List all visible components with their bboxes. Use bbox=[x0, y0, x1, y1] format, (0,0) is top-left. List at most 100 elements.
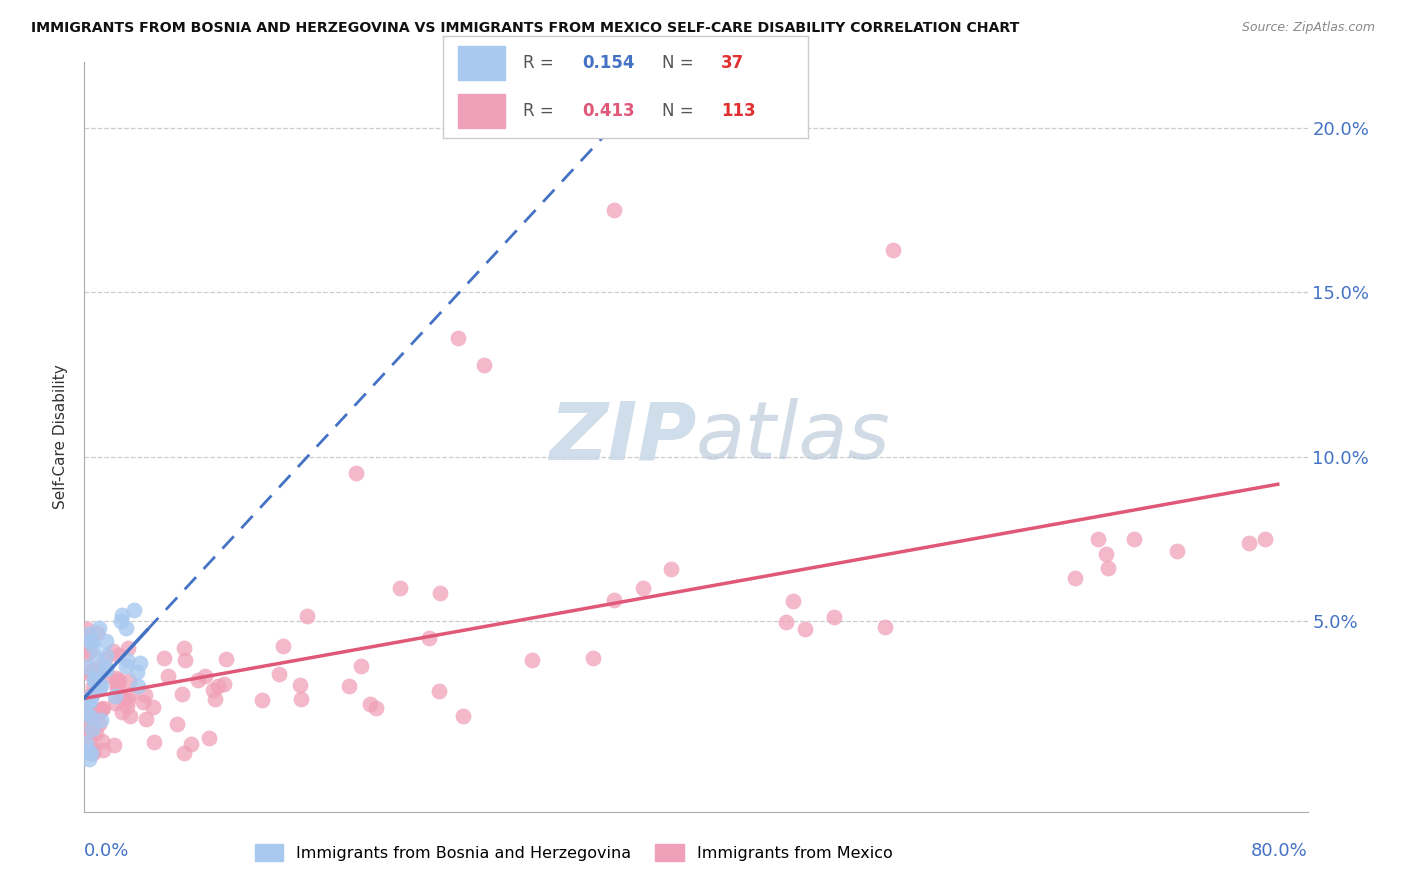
Point bbox=[76, 700, 98, 714]
Point bbox=[174, 653, 197, 667]
Point bbox=[173, 746, 195, 760]
Point bbox=[77, 752, 100, 766]
Point bbox=[180, 737, 202, 751]
Point bbox=[472, 358, 495, 372]
Point bbox=[75, 736, 97, 750]
Point bbox=[794, 622, 817, 636]
Point bbox=[288, 678, 311, 692]
Point bbox=[388, 581, 411, 595]
Point bbox=[79, 694, 101, 708]
Point bbox=[77, 744, 100, 758]
Point bbox=[75, 706, 97, 720]
Point bbox=[80, 633, 103, 648]
Point bbox=[79, 736, 101, 750]
Point bbox=[451, 709, 474, 723]
Point bbox=[103, 738, 125, 752]
Point bbox=[350, 659, 373, 673]
Point bbox=[873, 620, 896, 634]
Point bbox=[115, 621, 138, 635]
Point bbox=[76, 694, 98, 708]
Point bbox=[198, 731, 221, 746]
Point bbox=[152, 651, 174, 665]
Point bbox=[202, 682, 225, 697]
Point bbox=[823, 609, 845, 624]
Point bbox=[135, 712, 157, 726]
Point bbox=[90, 702, 112, 716]
Point bbox=[125, 665, 148, 680]
Point bbox=[94, 633, 117, 648]
Point bbox=[882, 243, 904, 257]
Point bbox=[80, 707, 103, 722]
Point bbox=[132, 695, 155, 709]
Text: N =: N = bbox=[662, 54, 699, 72]
Text: 37: 37 bbox=[721, 54, 744, 72]
Bar bbox=[457, 95, 505, 128]
Point bbox=[91, 743, 114, 757]
Point bbox=[359, 697, 381, 711]
Text: IMMIGRANTS FROM BOSNIA AND HERZEGOVINA VS IMMIGRANTS FROM MEXICO SELF-CARE DISAB: IMMIGRANTS FROM BOSNIA AND HERZEGOVINA V… bbox=[31, 21, 1019, 35]
Point bbox=[127, 679, 149, 693]
Point bbox=[337, 679, 360, 693]
Point bbox=[1122, 532, 1144, 546]
Point bbox=[364, 700, 387, 714]
Point bbox=[108, 673, 131, 688]
Point bbox=[86, 626, 108, 640]
Point bbox=[1094, 547, 1116, 561]
Point bbox=[90, 702, 112, 716]
Point bbox=[82, 679, 104, 693]
Point bbox=[166, 717, 188, 731]
Point bbox=[80, 746, 103, 760]
Point bbox=[659, 562, 682, 576]
Point bbox=[1063, 571, 1085, 585]
Point bbox=[79, 634, 101, 648]
Point bbox=[80, 746, 103, 760]
Text: 0.0%: 0.0% bbox=[84, 842, 129, 860]
Point bbox=[212, 677, 235, 691]
Point bbox=[204, 692, 226, 706]
Point bbox=[79, 709, 101, 723]
Point bbox=[782, 593, 804, 607]
Point bbox=[75, 660, 97, 674]
Point bbox=[1087, 532, 1109, 546]
Point bbox=[79, 644, 101, 658]
Point bbox=[82, 711, 104, 725]
Point bbox=[194, 669, 217, 683]
Point bbox=[115, 699, 138, 714]
Point bbox=[77, 631, 100, 645]
Point bbox=[207, 679, 229, 693]
Point bbox=[86, 678, 108, 692]
Point bbox=[297, 609, 319, 624]
Point bbox=[215, 652, 238, 666]
Text: 0.154: 0.154 bbox=[582, 54, 634, 72]
Point bbox=[97, 669, 120, 683]
Point bbox=[77, 689, 100, 703]
Point bbox=[82, 688, 104, 702]
Point bbox=[82, 746, 104, 760]
Point bbox=[110, 614, 132, 628]
Point bbox=[79, 664, 101, 678]
Point bbox=[91, 701, 114, 715]
Point bbox=[89, 621, 111, 635]
Point bbox=[75, 648, 97, 662]
Text: N =: N = bbox=[662, 102, 699, 120]
Point bbox=[603, 593, 626, 607]
Point bbox=[87, 716, 110, 731]
Point bbox=[94, 661, 117, 675]
Point bbox=[118, 673, 141, 688]
Point bbox=[86, 650, 108, 665]
Point bbox=[105, 679, 128, 693]
Point bbox=[129, 657, 152, 671]
Point bbox=[83, 672, 105, 686]
Point bbox=[86, 661, 108, 675]
Point bbox=[101, 643, 124, 657]
Point bbox=[157, 669, 180, 683]
Point bbox=[80, 689, 103, 703]
Point bbox=[120, 688, 142, 702]
Point bbox=[1237, 536, 1260, 550]
Point bbox=[76, 708, 98, 723]
Point bbox=[77, 627, 100, 641]
Bar bbox=[457, 45, 505, 79]
Point bbox=[111, 705, 134, 719]
Point bbox=[77, 708, 100, 723]
Point bbox=[429, 586, 451, 600]
